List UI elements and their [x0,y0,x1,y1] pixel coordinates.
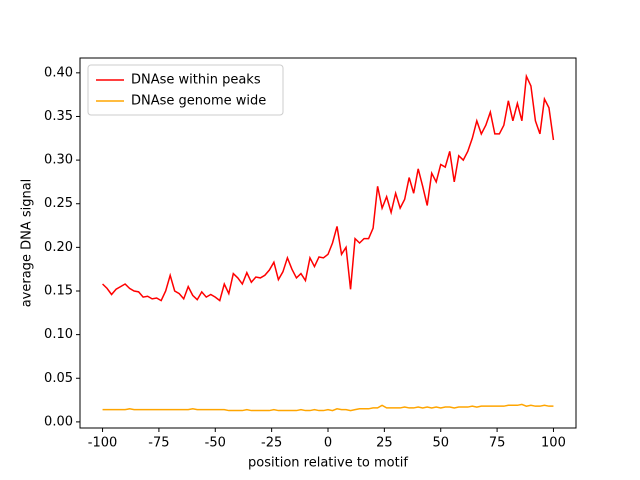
x-tick-label: -100 [88,436,118,451]
x-tick-label: 75 [489,436,506,451]
legend-label: DNAse genome wide [131,94,266,109]
y-tick-label: 0.05 [44,371,73,386]
line-series [102,73,555,302]
y-tick-label: 0.35 [44,109,73,124]
y-tick-label: 0.20 [44,240,73,255]
x-tick-label: -50 [205,436,226,451]
x-tick-label: -75 [148,436,169,451]
y-tick-label: 0.30 [44,153,73,168]
plot-frame [79,57,577,429]
legend-box [87,64,284,116]
y-tick-label: 0.15 [44,283,73,298]
x-tick-label: 25 [376,436,393,451]
x-tick-label: -25 [261,436,282,451]
legend-label: DNAse within peaks [131,73,261,88]
line-series [102,403,554,412]
x-tick-label: 100 [541,436,566,451]
x-axis-label: position relative to motif [248,456,408,471]
y-tick-label: 0.40 [44,65,73,80]
y-tick-label: 0.00 [44,414,73,429]
x-tick-label: 50 [432,436,449,451]
y-tick-label: 0.25 [44,196,73,211]
y-axis-label: average DNA signal [20,179,35,308]
x-tick-label: 0 [324,436,332,451]
y-tick-label: 0.10 [44,327,73,342]
